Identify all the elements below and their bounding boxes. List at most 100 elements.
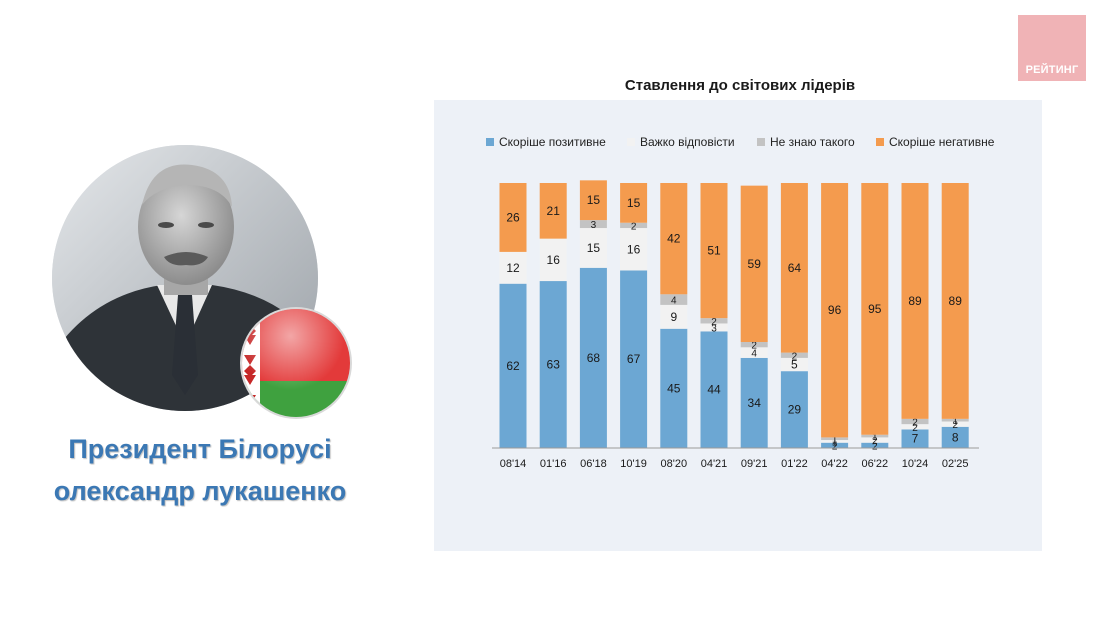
bar-segment [700, 318, 728, 324]
data-label: 21 [547, 204, 561, 218]
x-tick-label: 02'25 [942, 458, 969, 470]
data-label: 67 [627, 352, 641, 366]
bar-segment [700, 183, 728, 319]
bar-segment [941, 421, 969, 427]
data-label: 1 [872, 432, 878, 443]
x-tick-label: 06'18 [580, 458, 607, 470]
bar-segment [539, 281, 567, 448]
bar-segment [941, 183, 969, 419]
data-label: 3 [711, 323, 717, 334]
bar-segment [579, 220, 607, 229]
bar-segment [700, 323, 728, 332]
data-label: 29 [788, 403, 802, 417]
bar-segment [620, 270, 648, 448]
data-label: 1 [952, 416, 958, 427]
data-label: 2 [711, 317, 717, 328]
chart-title: Ставлення до світових лідерів [624, 77, 856, 94]
bar-segment [620, 228, 648, 271]
bar-segment [620, 183, 648, 223]
bar-segment [660, 304, 688, 329]
bar-segment [499, 283, 527, 448]
data-label: 8 [952, 430, 959, 444]
bar-segment [901, 429, 929, 448]
legend-label: Скоріше позитивне [499, 135, 606, 149]
bar-segment [700, 331, 728, 448]
data-label: 2 [792, 351, 798, 362]
data-label: 2 [952, 420, 958, 431]
legend-swatch [757, 138, 765, 146]
data-label: 34 [748, 396, 762, 410]
data-label: 4 [751, 349, 757, 360]
bar-segment [579, 180, 607, 221]
bar-segment [901, 424, 929, 430]
data-label: 12 [506, 261, 520, 275]
data-label: 68 [587, 351, 601, 365]
bar-segment [780, 183, 808, 353]
caption-name: олександр лукашенко [53, 476, 347, 506]
bar-segment [740, 185, 768, 342]
x-tick-label: 01'22 [781, 458, 808, 470]
legend-item-negative: Скоріше негативне [876, 133, 994, 151]
data-label: 64 [788, 261, 802, 275]
bar-segment [821, 442, 849, 448]
data-label: 95 [868, 302, 882, 316]
data-label: 63 [547, 358, 561, 372]
data-label: 96 [828, 303, 842, 317]
x-tick-label: 09'21 [741, 458, 768, 470]
data-label: 44 [707, 383, 721, 397]
data-label: 45 [667, 381, 681, 395]
bar-segment [740, 357, 768, 448]
data-label: 2 [912, 418, 918, 429]
bar-segment [861, 434, 889, 438]
legend-label: Не знаю такого [770, 135, 855, 149]
data-label: 2 [872, 441, 878, 452]
x-tick-label: 10'19 [620, 458, 647, 470]
data-label: 7 [912, 432, 919, 446]
data-label: 1 [832, 437, 838, 448]
bar-segment [539, 183, 567, 239]
data-label: 2 [872, 436, 878, 447]
data-label: 89 [908, 294, 922, 308]
bar-segment [660, 294, 688, 305]
bar-segment [901, 183, 929, 419]
data-label: 1 [832, 435, 838, 446]
bar-segment [780, 352, 808, 358]
legend-swatch [486, 138, 494, 146]
bar-segment [821, 183, 849, 438]
logo-text: РЕЙТИНГ [1025, 64, 1079, 76]
legend-item-unknown: Не знаю такого [757, 133, 855, 151]
data-label: 89 [949, 294, 963, 308]
data-label: 15 [587, 193, 601, 207]
chart-panel [434, 100, 1042, 551]
bar-segment [861, 437, 889, 443]
x-tick-label: 10'24 [902, 458, 929, 470]
data-label: 2 [631, 221, 637, 232]
legend-label: Скоріше негативне [889, 135, 995, 149]
data-label: 51 [707, 244, 721, 258]
caption-title: Президент Білорусі [68, 434, 332, 464]
x-tick-label: 04'22 [821, 458, 848, 470]
data-label: 3 [591, 220, 597, 231]
bar-segment [740, 347, 768, 358]
x-tick-label: 08'20 [661, 458, 688, 470]
bar-segment [861, 183, 889, 435]
stacked-bar-chart: 62122608'1463162101'16681531506'18671621… [492, 180, 979, 470]
x-tick-label: 06'22 [862, 458, 889, 470]
data-label: 26 [506, 210, 520, 224]
data-label: 4 [671, 296, 677, 307]
data-label: 15 [587, 241, 601, 255]
portrait-photo [52, 145, 318, 411]
bar-segment [579, 267, 607, 448]
x-tick-label: 08'14 [500, 458, 527, 470]
data-label: 9 [670, 310, 677, 324]
data-label: 16 [547, 253, 561, 267]
data-label: 42 [667, 232, 681, 246]
data-label: 2 [832, 441, 838, 452]
data-label: 59 [748, 257, 762, 271]
bar-segment [499, 251, 527, 284]
legend-swatch [876, 138, 884, 146]
bar-segment [740, 342, 768, 348]
bar-segment [821, 440, 849, 443]
bar-segment [821, 437, 849, 441]
legend-item-hard: Важко відповісти [627, 133, 735, 151]
